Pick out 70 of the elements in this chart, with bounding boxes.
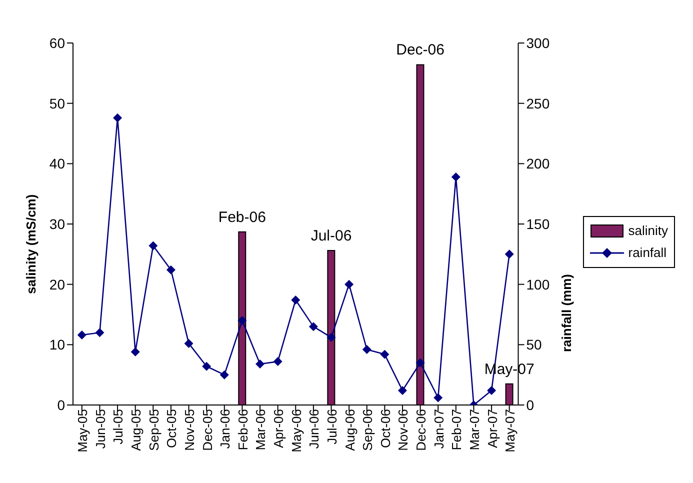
x-tick-label: Feb-07 bbox=[449, 409, 464, 450]
y2-tick-label: 100 bbox=[526, 276, 550, 292]
y2-tick-label: 50 bbox=[526, 336, 542, 353]
point bbox=[95, 328, 104, 338]
x-tick-label: Sep-05 bbox=[146, 409, 162, 451]
x-tick-label: Oct-05 bbox=[164, 409, 180, 448]
x-tick-label: May-05 bbox=[75, 409, 90, 452]
y2-tick-label: 150 bbox=[526, 216, 550, 232]
annotation: Dec-06 bbox=[396, 42, 444, 59]
point bbox=[504, 250, 514, 259]
x-tick-label: May-06 bbox=[288, 409, 304, 452]
point bbox=[416, 358, 425, 368]
x-tick-label: Sep-06 bbox=[360, 409, 376, 451]
y2-tick-label: 0 bbox=[526, 396, 534, 413]
x-tick-label: Dec-05 bbox=[200, 409, 215, 451]
point bbox=[77, 330, 86, 340]
point bbox=[380, 350, 390, 359]
y-axis-title: salinity (mS/cm) bbox=[24, 194, 39, 294]
point bbox=[434, 393, 443, 402]
point bbox=[326, 332, 336, 342]
x-tick-label: Jan-07 bbox=[431, 409, 446, 449]
point bbox=[166, 265, 176, 274]
x-tick-label: Oct-06 bbox=[378, 409, 393, 448]
point bbox=[398, 386, 407, 396]
x-tick-label: Apr-07 bbox=[484, 409, 500, 448]
y-tick-label: 20 bbox=[49, 276, 66, 292]
x-tick-label: Dec-06 bbox=[414, 409, 429, 451]
y-tick-label: 0 bbox=[57, 396, 66, 413]
point bbox=[184, 338, 194, 348]
point bbox=[362, 344, 372, 354]
y2-tick-label: 200 bbox=[526, 156, 550, 172]
x-tick-label: Nov-06 bbox=[396, 409, 411, 451]
point bbox=[487, 386, 496, 396]
point bbox=[308, 322, 318, 332]
x-tick-label: Jul-05 bbox=[110, 409, 126, 444]
x-tick-label: Jun-06 bbox=[306, 409, 322, 449]
y-tick-label: 30 bbox=[49, 216, 66, 232]
point bbox=[256, 359, 265, 368]
point bbox=[113, 113, 122, 122]
x-tick-label: Jul-06 bbox=[324, 409, 340, 444]
legend-label: rainfall bbox=[628, 245, 667, 260]
y-tick-label: 40 bbox=[49, 156, 66, 172]
x-tick-label: Jan-06 bbox=[218, 409, 233, 449]
y2-axis-title: rainfall (mm) bbox=[558, 274, 574, 352]
x-tick-label: Nov-05 bbox=[182, 409, 197, 451]
y2-tick-label: 250 bbox=[526, 95, 550, 112]
point bbox=[238, 316, 247, 326]
point bbox=[220, 370, 229, 380]
x-tick-label: Aug-05 bbox=[128, 409, 144, 451]
point bbox=[130, 347, 140, 356]
point bbox=[148, 241, 158, 250]
legend-label: salinity bbox=[628, 223, 668, 238]
y2-tick-label: 300 bbox=[526, 34, 550, 51]
y-tick-label: 50 bbox=[49, 95, 66, 112]
x-tick-label: Aug-06 bbox=[342, 409, 358, 451]
x-tick-label: Mar-06 bbox=[253, 409, 268, 450]
y-tick-label: 10 bbox=[49, 336, 66, 353]
point bbox=[344, 280, 354, 289]
annotation: Jul-06 bbox=[310, 228, 352, 245]
annotation: Feb-06 bbox=[218, 208, 266, 226]
point bbox=[451, 172, 460, 182]
x-tick-label: Feb-06 bbox=[235, 409, 250, 450]
point bbox=[202, 362, 212, 371]
x-tick-label: May-07 bbox=[502, 409, 518, 452]
point bbox=[273, 357, 282, 366]
x-tick-label: Jun-05 bbox=[92, 409, 108, 449]
point bbox=[291, 296, 300, 305]
x-tick-label: Mar-07 bbox=[466, 409, 482, 450]
x-tick-label: Apr-06 bbox=[271, 409, 286, 448]
y-tick-label: 60 bbox=[49, 34, 66, 51]
